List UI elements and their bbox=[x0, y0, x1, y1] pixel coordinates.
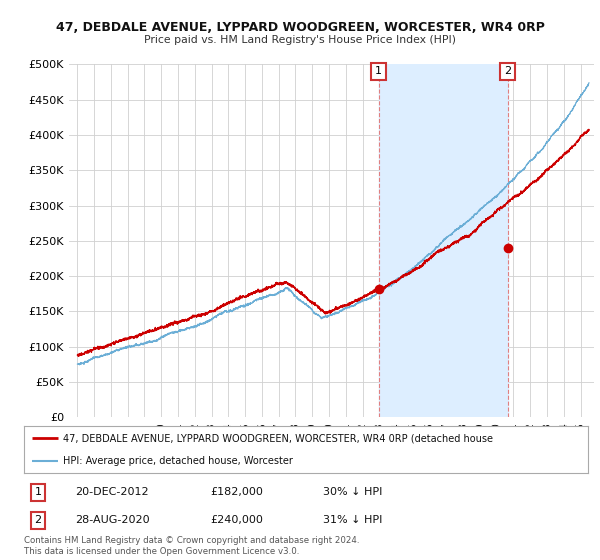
Text: £182,000: £182,000 bbox=[210, 487, 263, 497]
Text: 47, DEBDALE AVENUE, LYPPARD WOODGREEN, WORCESTER, WR4 0RP: 47, DEBDALE AVENUE, LYPPARD WOODGREEN, W… bbox=[56, 21, 544, 34]
Text: 2: 2 bbox=[504, 67, 511, 77]
Text: 2: 2 bbox=[35, 515, 41, 525]
Text: 47, DEBDALE AVENUE, LYPPARD WOODGREEN, WORCESTER, WR4 0RP (detached house: 47, DEBDALE AVENUE, LYPPARD WOODGREEN, W… bbox=[64, 433, 493, 444]
Text: HPI: Average price, detached house, Worcester: HPI: Average price, detached house, Worc… bbox=[64, 456, 293, 466]
Text: Contains HM Land Registry data © Crown copyright and database right 2024.
This d: Contains HM Land Registry data © Crown c… bbox=[24, 536, 359, 556]
Text: £240,000: £240,000 bbox=[210, 515, 263, 525]
Text: 31% ↓ HPI: 31% ↓ HPI bbox=[323, 515, 382, 525]
Text: 30% ↓ HPI: 30% ↓ HPI bbox=[323, 487, 382, 497]
Text: 28-AUG-2020: 28-AUG-2020 bbox=[75, 515, 149, 525]
Text: 20-DEC-2012: 20-DEC-2012 bbox=[75, 487, 148, 497]
Text: 1: 1 bbox=[35, 487, 41, 497]
Bar bbox=[379, 64, 508, 417]
Text: 1: 1 bbox=[376, 67, 382, 77]
Text: Price paid vs. HM Land Registry's House Price Index (HPI): Price paid vs. HM Land Registry's House … bbox=[144, 35, 456, 45]
